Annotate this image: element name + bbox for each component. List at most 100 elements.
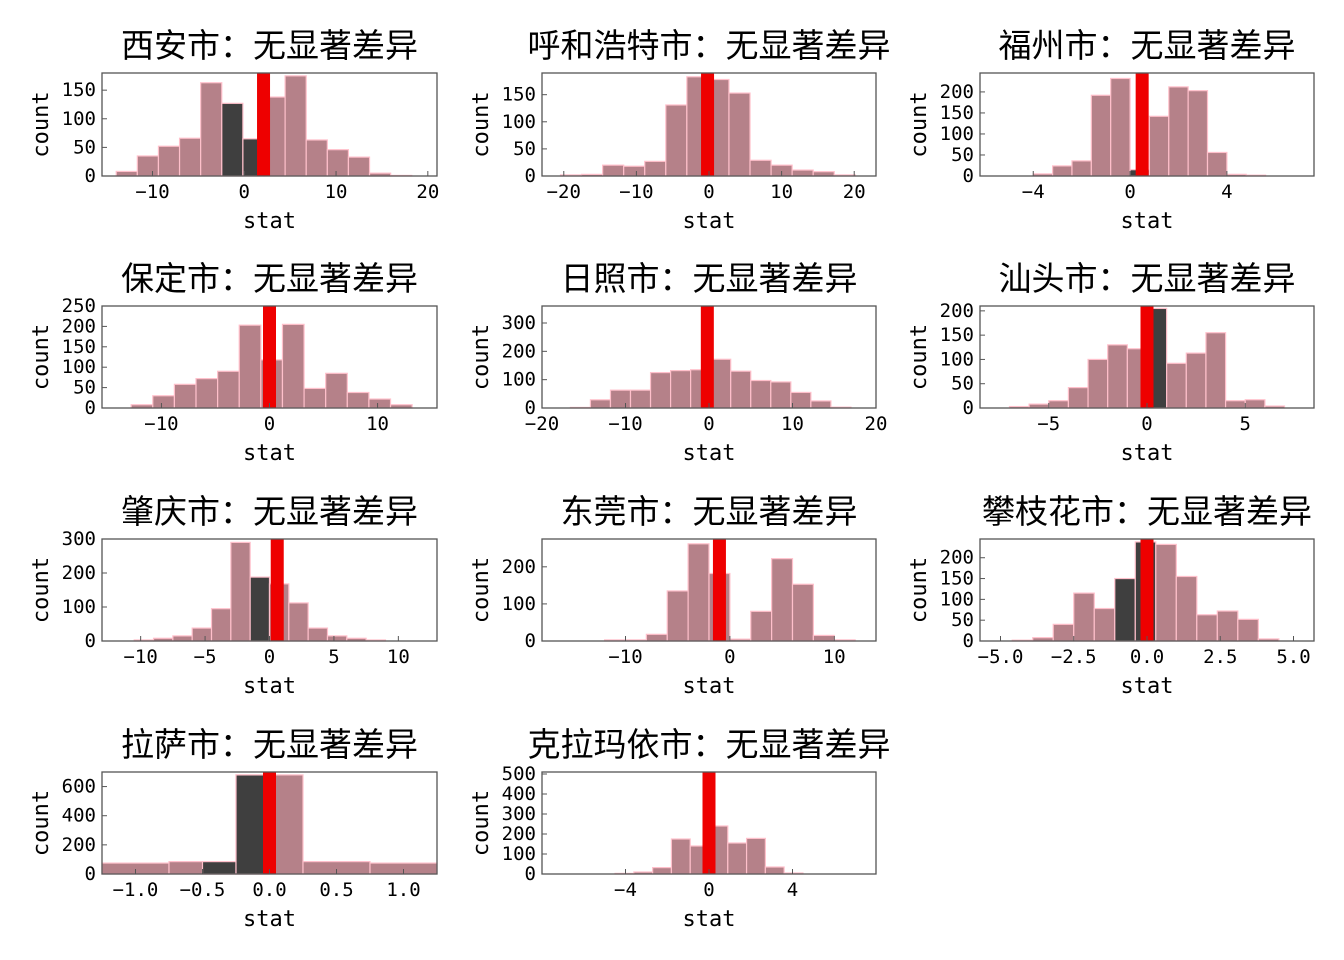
x-tick-label: 0 <box>724 646 735 668</box>
x-tick-label: −2.5 <box>1051 646 1097 668</box>
plot-frame <box>979 72 1315 177</box>
y-tick-label: 400 <box>62 805 96 827</box>
histogram-bar <box>157 145 181 177</box>
histogram-bar <box>1155 543 1177 642</box>
y-tick-label: 150 <box>940 324 974 346</box>
histogram-bar <box>602 164 625 177</box>
y-tick-label: 0 <box>525 165 536 187</box>
histogram-bar <box>1206 151 1228 177</box>
histogram-bar <box>326 149 350 177</box>
y-tick-label: 50 <box>951 144 974 166</box>
histogram-bar <box>325 372 348 409</box>
histogram-bar <box>669 370 692 409</box>
histogram-bar <box>217 370 240 409</box>
y-tick-label: 200 <box>502 340 536 362</box>
x-tick-label: 20 <box>416 181 439 203</box>
histogram-bar <box>727 842 748 875</box>
x-tick-label: −10 <box>608 646 642 668</box>
y-tick-label: 50 <box>73 377 96 399</box>
histogram-bar <box>1093 607 1116 642</box>
x-tick-label: 10 <box>325 181 348 203</box>
y-tick-label: 50 <box>951 609 974 631</box>
histogram-bar <box>172 635 193 642</box>
histogram-bar <box>178 137 202 177</box>
y-tick-label: 300 <box>502 803 536 825</box>
x-axis-label: stat <box>243 209 296 234</box>
histogram-bar <box>791 169 814 177</box>
x-axis-label: stat <box>243 441 296 466</box>
y-tick-label: 0 <box>963 397 974 419</box>
histogram-bar <box>1224 400 1246 409</box>
x-axis-label: stat <box>243 674 296 699</box>
x-axis-label: stat <box>683 441 736 466</box>
histogram-bar <box>1107 344 1128 409</box>
x-tick-label: 0 <box>239 181 250 203</box>
histogram-bar <box>210 608 232 642</box>
x-axis-label: stat <box>1121 441 1174 466</box>
histogram-bar <box>1187 90 1209 177</box>
panel-title: 东莞市：无显著差异 <box>561 492 858 531</box>
panel-title: 攀枝花市：无显著差异 <box>982 492 1312 531</box>
observed-stat-line <box>712 539 726 641</box>
histogram-bar <box>195 378 219 409</box>
y-tick-label: 0 <box>85 863 96 885</box>
x-tick-label: 0 <box>703 413 714 435</box>
y-axis-label: count <box>29 91 54 157</box>
y-tick-label: 600 <box>62 776 96 798</box>
y-tick-label: 150 <box>940 568 974 590</box>
x-tick-label: 10 <box>823 646 846 668</box>
x-tick-label: 0 <box>264 646 275 668</box>
x-tick-label: 20 <box>865 413 888 435</box>
y-tick-label: 250 <box>62 295 96 317</box>
x-tick-label: −4 <box>1022 181 1045 203</box>
histogram-bar <box>303 387 327 409</box>
histogram-bar <box>770 381 792 409</box>
histogram-bar <box>665 104 688 177</box>
histogram-bar <box>1166 362 1187 409</box>
histogram-bar <box>152 395 176 409</box>
y-tick-label: 100 <box>62 356 96 378</box>
histogram-bar <box>750 379 772 409</box>
histogram-bar <box>670 838 691 875</box>
histogram-bar <box>649 371 672 409</box>
y-tick-label: 100 <box>940 588 974 610</box>
histogram-bar <box>812 171 835 177</box>
y-tick-label: 0 <box>85 630 96 652</box>
x-tick-label: 10 <box>781 413 804 435</box>
x-tick-label: −10 <box>608 413 642 435</box>
histogram-bar <box>136 155 160 177</box>
y-tick-label: 0 <box>525 397 536 419</box>
y-tick-label: 200 <box>940 547 974 569</box>
histogram-bar <box>666 590 689 642</box>
x-tick-label: 0 <box>703 879 714 901</box>
panel-title: 克拉玛依市：无显著差异 <box>528 725 891 764</box>
y-tick-label: 200 <box>502 556 536 578</box>
x-tick-label: −10 <box>123 646 157 668</box>
histogram-bar <box>307 627 329 642</box>
histogram-bar <box>589 399 612 409</box>
x-tick-label: −5.0 <box>978 646 1024 668</box>
histogram-bar <box>1168 86 1189 177</box>
y-tick-label: 0 <box>525 863 536 885</box>
observed-stat-line <box>1140 539 1154 641</box>
histogram-panel: 拉萨市：无显著差异 −1.0 −0.5 0.0 0.5 1.0 0 200 400 600 stat… <box>29 725 438 932</box>
histogram-bar <box>326 635 348 642</box>
y-tick-label: 500 <box>502 763 536 785</box>
y-tick-label: 100 <box>502 111 536 133</box>
y-axis-label: count <box>29 324 54 390</box>
x-tick-label: −20 <box>525 413 559 435</box>
y-tick-label: 0 <box>525 630 536 652</box>
y-tick-label: 100 <box>502 593 536 615</box>
histogram-bar <box>368 398 392 409</box>
plot-frame <box>541 538 877 642</box>
histogram-bar <box>173 383 197 409</box>
histogram-bar <box>750 610 773 642</box>
x-tick-label: 10 <box>770 181 793 203</box>
histogram-bar <box>347 156 371 177</box>
y-tick-label: 100 <box>502 369 536 391</box>
histogram-bar <box>191 627 213 642</box>
histogram-bar <box>730 370 752 409</box>
observed-stat-line <box>701 73 715 176</box>
